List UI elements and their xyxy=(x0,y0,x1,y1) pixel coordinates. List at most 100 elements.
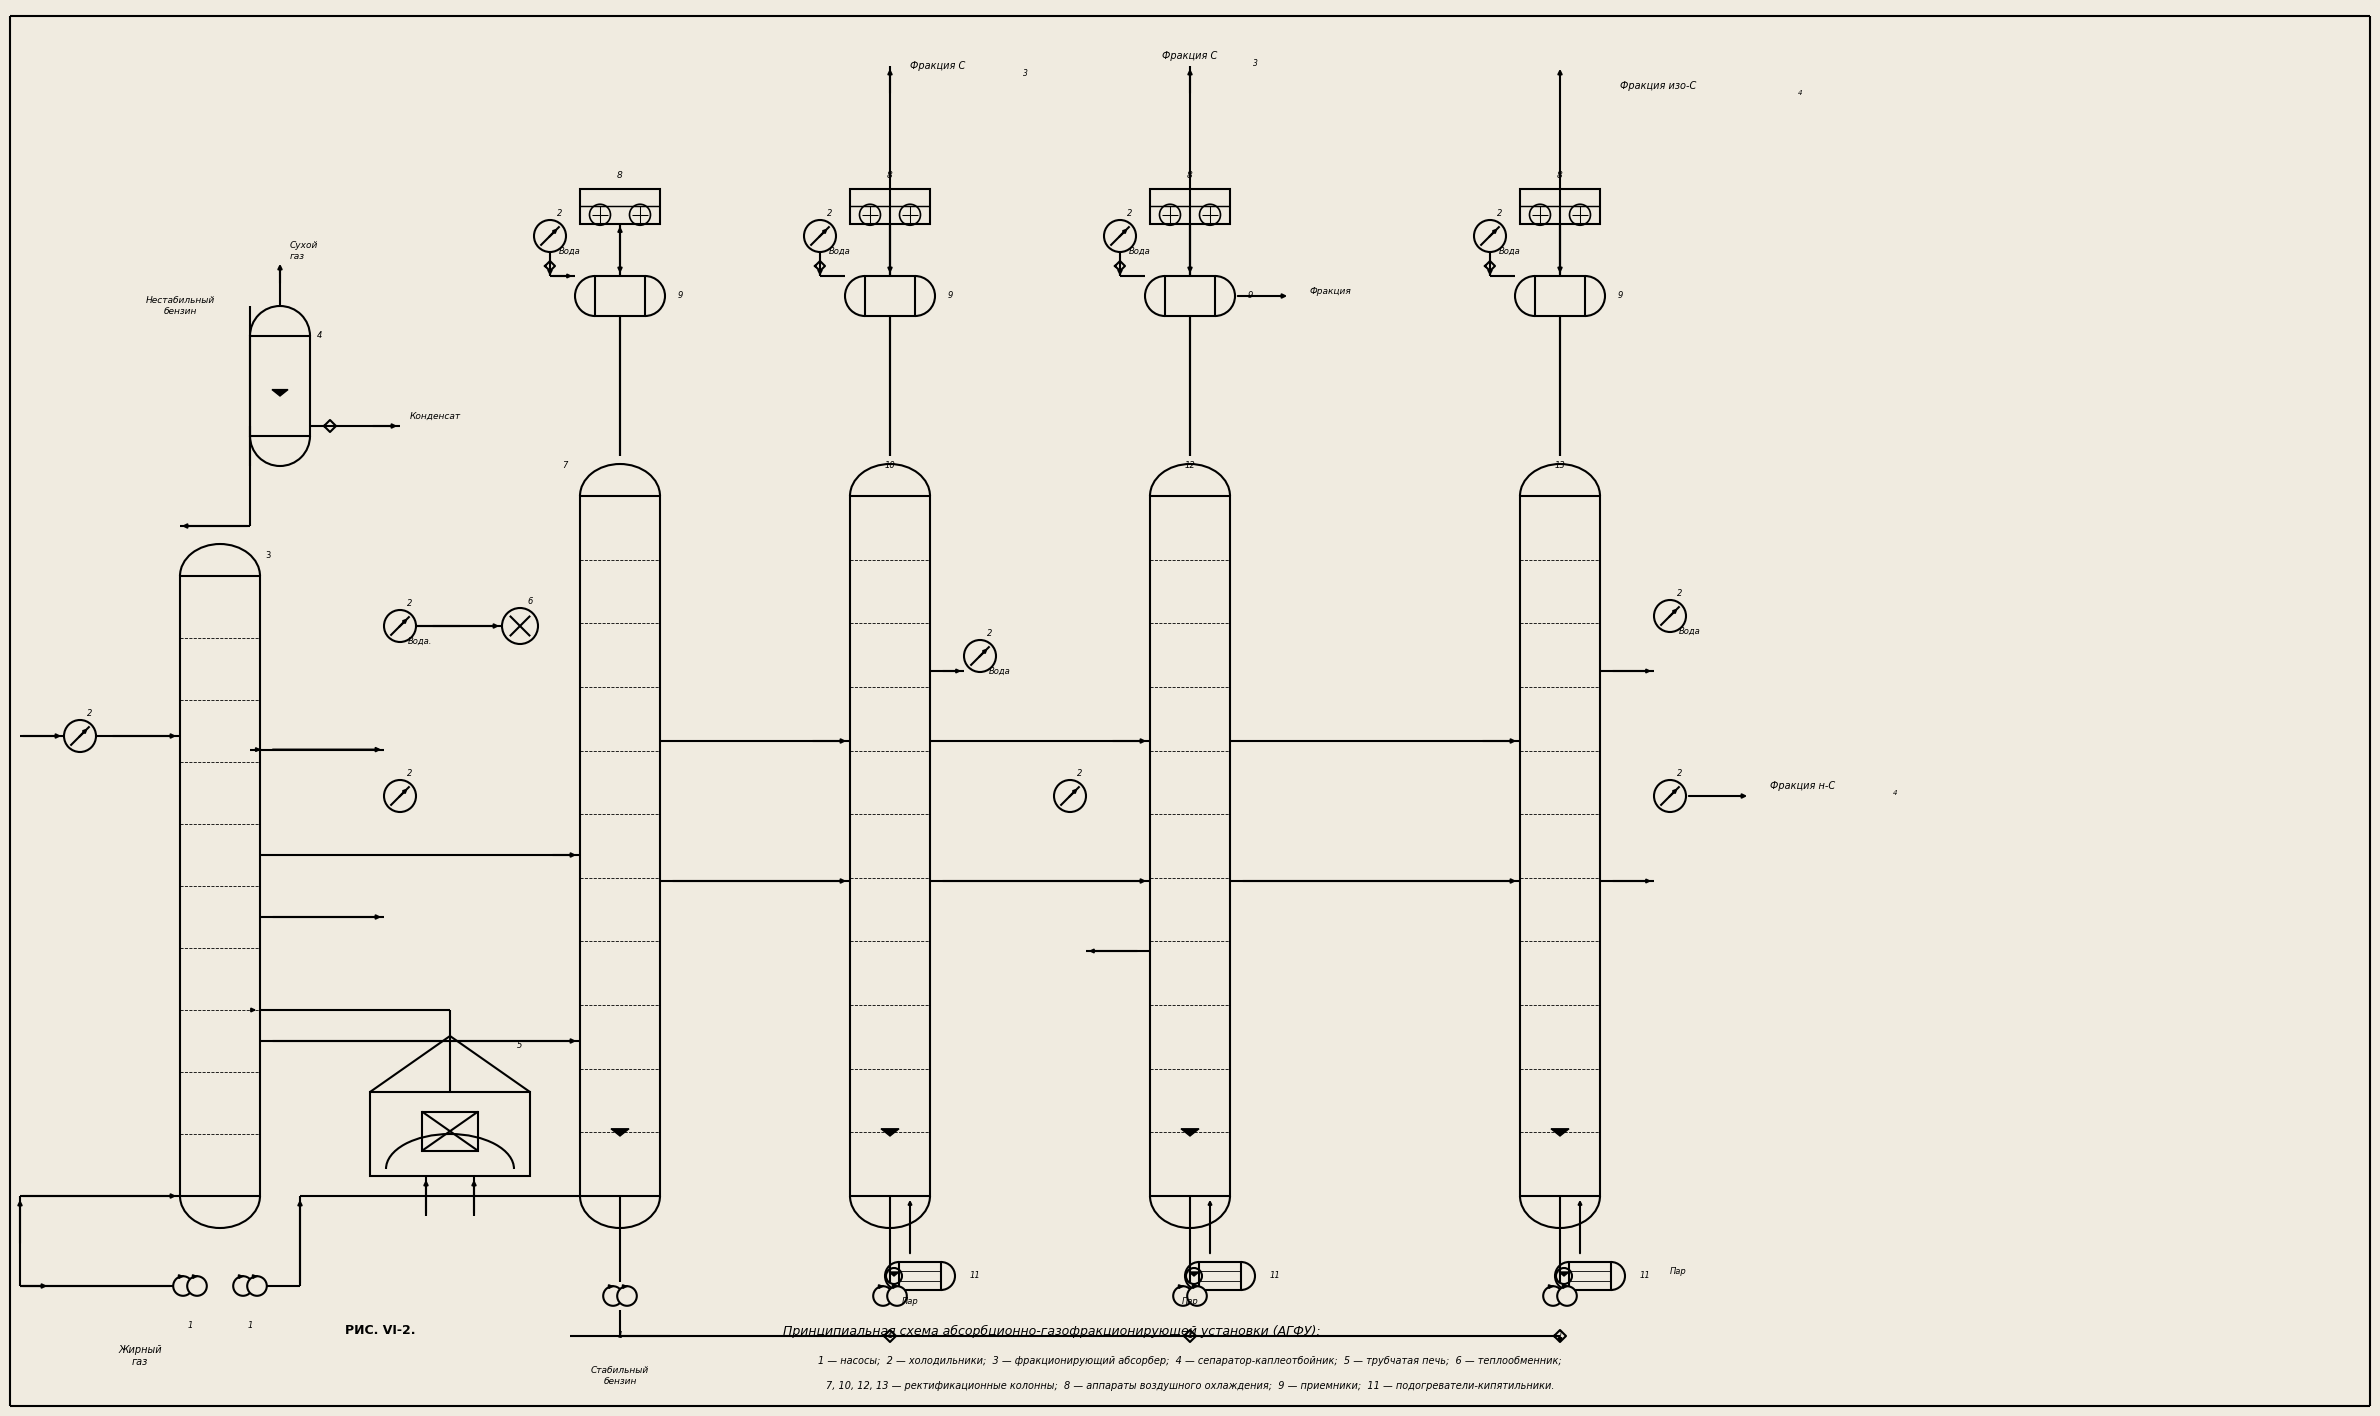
Text: 4: 4 xyxy=(1892,790,1897,796)
Text: Фракция C: Фракция C xyxy=(1161,51,1219,61)
Bar xyxy=(850,496,931,1197)
Circle shape xyxy=(1542,1286,1564,1306)
Circle shape xyxy=(616,1286,638,1306)
Text: Пар: Пар xyxy=(1180,1297,1200,1306)
Text: 2: 2 xyxy=(557,210,562,218)
Text: Пар: Пар xyxy=(902,1297,919,1306)
Text: 6: 6 xyxy=(528,596,533,606)
Polygon shape xyxy=(1559,1272,1568,1276)
Bar xyxy=(1150,188,1230,224)
Text: 1: 1 xyxy=(248,1321,252,1331)
Text: Вода: Вода xyxy=(828,246,852,255)
Text: 2: 2 xyxy=(407,599,412,609)
Text: 2: 2 xyxy=(1678,769,1683,779)
Bar xyxy=(1150,496,1230,1197)
Text: Нестабильный
бензин: Нестабильный бензин xyxy=(145,296,214,316)
Circle shape xyxy=(1557,1286,1578,1306)
Text: 11: 11 xyxy=(969,1272,981,1280)
Text: 1: 1 xyxy=(188,1321,193,1331)
Text: 1: 1 xyxy=(1557,1331,1564,1341)
Text: Вода: Вода xyxy=(1680,626,1702,636)
Text: РИС. VI-2.: РИС. VI-2. xyxy=(345,1324,414,1338)
Bar xyxy=(1568,1262,1611,1290)
Text: Фракция C: Фракция C xyxy=(909,61,966,71)
Circle shape xyxy=(174,1276,193,1296)
Text: 1: 1 xyxy=(888,1331,892,1341)
Polygon shape xyxy=(890,1272,900,1276)
Text: 2: 2 xyxy=(1078,769,1083,779)
Text: 1: 1 xyxy=(616,1331,624,1341)
Text: Сухой
газ: Сухой газ xyxy=(290,241,319,261)
Text: 8: 8 xyxy=(1557,171,1564,180)
Text: 2: 2 xyxy=(828,210,833,218)
Bar xyxy=(1521,496,1599,1197)
Bar xyxy=(581,188,659,224)
Text: 7, 10, 12, 13 — ректификационные колонны;  8 — аппараты воздушного охлаждения;  : 7, 10, 12, 13 — ректификационные колонны… xyxy=(826,1381,1554,1391)
Text: 5: 5 xyxy=(516,1042,524,1051)
Text: 2: 2 xyxy=(1678,589,1683,599)
Text: 3: 3 xyxy=(1023,69,1028,78)
Polygon shape xyxy=(881,1129,900,1136)
Bar xyxy=(581,496,659,1197)
Circle shape xyxy=(602,1286,624,1306)
Text: Фракция: Фракция xyxy=(1309,286,1352,296)
Text: 9: 9 xyxy=(947,292,952,300)
Text: Фракция изо-C: Фракция изо-C xyxy=(1621,81,1697,91)
Text: 8: 8 xyxy=(616,171,624,180)
Text: Вода: Вода xyxy=(1499,246,1521,255)
Text: 8: 8 xyxy=(888,171,892,180)
Text: Вода: Вода xyxy=(1128,246,1152,255)
Text: 11: 11 xyxy=(1269,1272,1280,1280)
Text: Принципиальная схема абсорбционно-газофракционирующей установки (АГФУ):: Принципиальная схема абсорбционно-газофр… xyxy=(778,1324,1321,1338)
Circle shape xyxy=(248,1276,267,1296)
Text: 2: 2 xyxy=(1497,210,1502,218)
Circle shape xyxy=(1173,1286,1192,1306)
Text: 7: 7 xyxy=(562,462,569,470)
Polygon shape xyxy=(1552,1129,1568,1136)
Text: Жирный
газ: Жирный газ xyxy=(119,1345,162,1366)
Text: 1: 1 xyxy=(1188,1331,1192,1341)
Bar xyxy=(900,1262,940,1290)
Bar xyxy=(1521,188,1599,224)
Text: 2: 2 xyxy=(988,630,992,639)
Text: 9: 9 xyxy=(1618,292,1623,300)
Polygon shape xyxy=(271,389,288,396)
Circle shape xyxy=(233,1276,252,1296)
Text: 2: 2 xyxy=(88,709,93,718)
Bar xyxy=(1200,1262,1240,1290)
Text: Вода.: Вода. xyxy=(407,637,433,646)
Text: 9: 9 xyxy=(1247,292,1252,300)
Bar xyxy=(181,576,259,1197)
Polygon shape xyxy=(612,1129,628,1136)
Text: 9: 9 xyxy=(678,292,683,300)
Bar xyxy=(595,276,645,316)
Text: 12: 12 xyxy=(1185,462,1195,470)
Text: Вода: Вода xyxy=(990,667,1012,675)
Bar xyxy=(250,336,309,436)
Circle shape xyxy=(888,1286,907,1306)
Circle shape xyxy=(188,1276,207,1296)
Circle shape xyxy=(873,1286,892,1306)
Text: Конденсат: Конденсат xyxy=(409,412,462,421)
Polygon shape xyxy=(1190,1272,1200,1276)
Bar xyxy=(1535,276,1585,316)
Polygon shape xyxy=(1180,1129,1200,1136)
Text: 3: 3 xyxy=(264,551,271,561)
Text: Пар: Пар xyxy=(1671,1266,1687,1276)
Text: Фракция н-C: Фракция н-C xyxy=(1771,782,1835,792)
Bar xyxy=(1164,276,1216,316)
Bar xyxy=(864,276,914,316)
Text: 2: 2 xyxy=(407,769,412,779)
Bar xyxy=(369,1092,531,1177)
Text: 11: 11 xyxy=(1640,1272,1649,1280)
Text: 4: 4 xyxy=(317,331,324,340)
Text: 2: 2 xyxy=(1128,210,1133,218)
Text: Стабильный
бензин: Стабильный бензин xyxy=(590,1366,650,1386)
Text: 10: 10 xyxy=(885,462,895,470)
Text: 4: 4 xyxy=(1797,91,1802,96)
Text: 8: 8 xyxy=(1188,171,1192,180)
Bar xyxy=(850,188,931,224)
Circle shape xyxy=(1188,1286,1207,1306)
Text: 1 — насосы;  2 — холодильники;  3 — фракционирующий абсорбер;  4 — сепаратор-кап: 1 — насосы; 2 — холодильники; 3 — фракци… xyxy=(819,1357,1561,1366)
Text: Вода: Вода xyxy=(559,246,581,255)
